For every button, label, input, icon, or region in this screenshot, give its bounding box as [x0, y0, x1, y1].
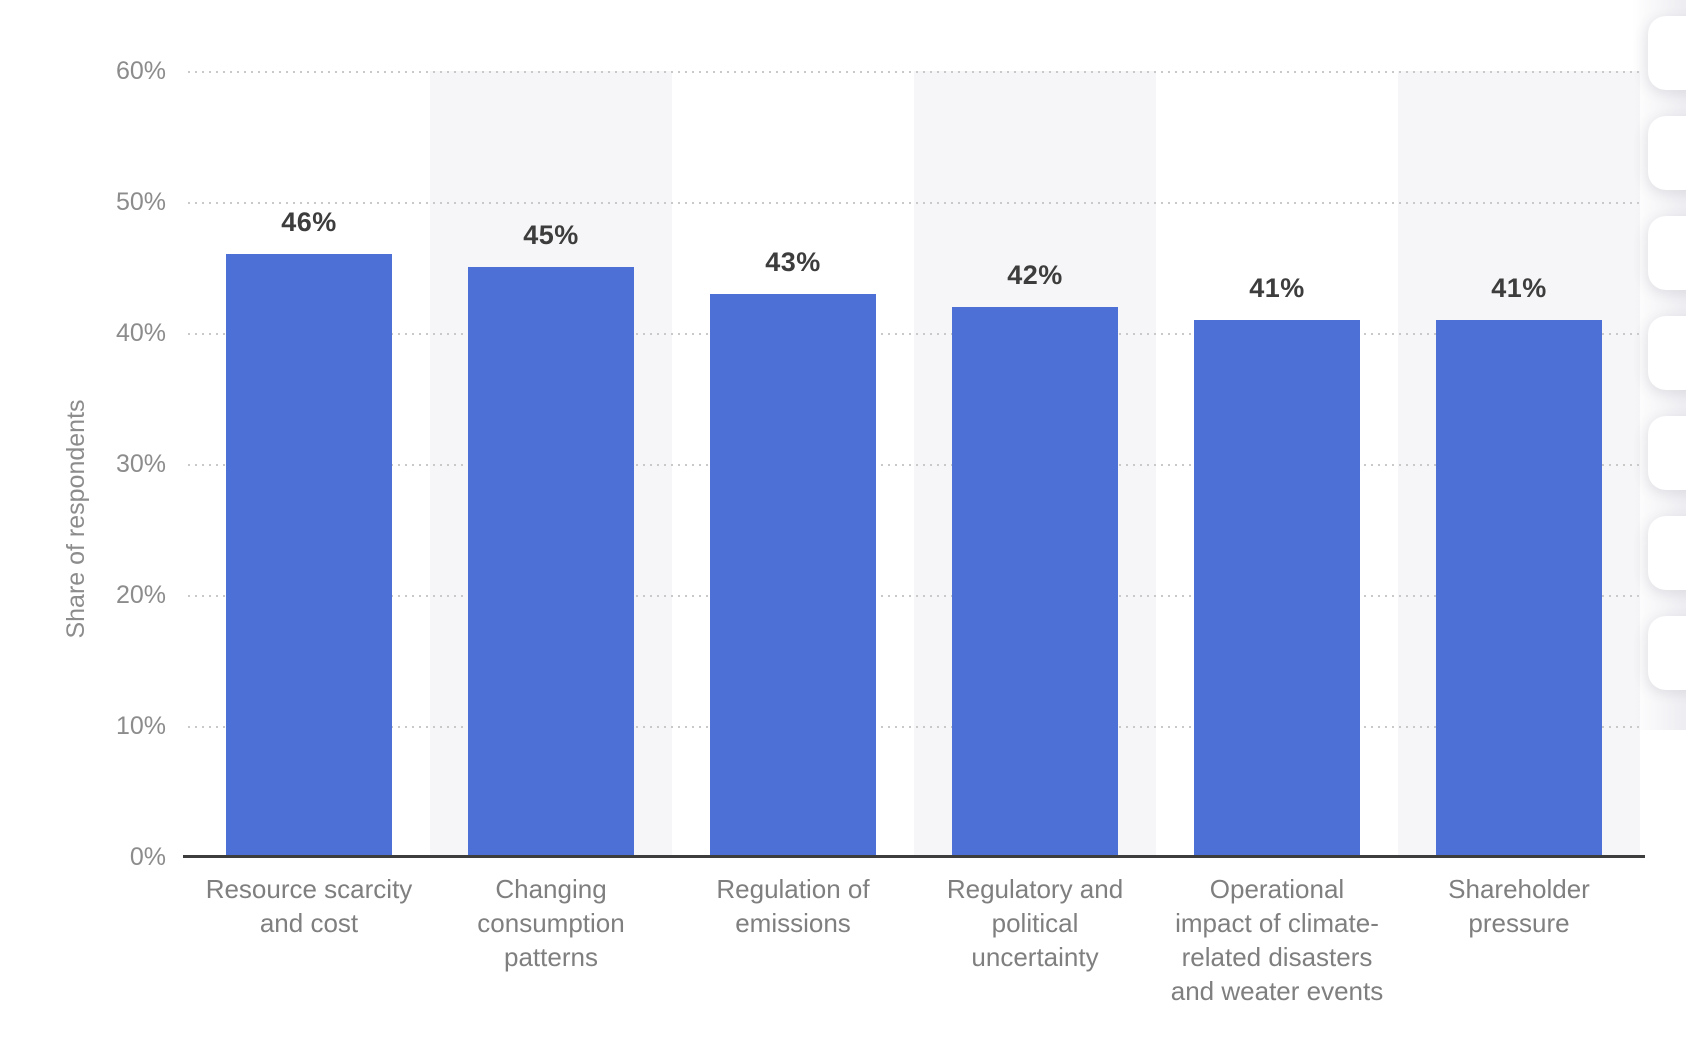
bar-column: 41% — [1398, 71, 1640, 857]
bar[interactable] — [468, 267, 634, 857]
bar-value-label: 41% — [1249, 273, 1305, 303]
x-label-cell: Regulation of emissions — [672, 872, 914, 1008]
bar-column: 41% — [1156, 71, 1398, 857]
edge-button[interactable] — [1648, 116, 1686, 190]
x-label-cell: Changing consumption patterns — [430, 872, 672, 1008]
bar[interactable] — [952, 307, 1118, 857]
x-category-label: Shareholder pressure — [1448, 874, 1590, 938]
bar-column: 46% — [188, 71, 430, 857]
edge-button[interactable] — [1648, 16, 1686, 90]
bar-value-label: 46% — [281, 207, 337, 237]
gridline-40 — [188, 333, 1640, 335]
x-category-label: Resource scarcity and cost — [205, 874, 413, 938]
edge-button[interactable] — [1648, 616, 1686, 690]
y-axis-title: Share of respondents — [62, 399, 90, 639]
gridline-50 — [188, 202, 1640, 204]
x-axis-labels: Resource scarcity and cost Changing cons… — [188, 872, 1640, 1008]
y-tick-10: 10% — [115, 712, 166, 740]
edge-button[interactable] — [1648, 516, 1686, 590]
bar[interactable] — [1436, 320, 1602, 857]
gridline-10 — [188, 726, 1640, 728]
x-label-cell: Regulatory and political uncertainty — [914, 872, 1156, 1008]
bar-value-label: 43% — [765, 247, 821, 277]
x-category-label: Changing consumption patterns — [477, 874, 625, 972]
bar[interactable] — [710, 294, 876, 857]
gridline-20 — [188, 595, 1640, 597]
x-category-label: Regulatory and political uncertainty — [946, 874, 1124, 972]
y-tick-40: 40% — [115, 319, 166, 347]
bar-series: 46% 45% 43% 42% 41% 41% — [188, 71, 1640, 857]
edge-button[interactable] — [1648, 416, 1686, 490]
y-tick-50: 50% — [115, 188, 166, 216]
y-tick-20: 20% — [115, 581, 166, 609]
x-label-cell: Resource scarcity and cost — [188, 872, 430, 1008]
y-tick-30: 30% — [115, 450, 166, 478]
bar-value-label: 41% — [1491, 273, 1547, 303]
bar-column: 45% — [430, 71, 672, 857]
gridline-30 — [188, 464, 1640, 466]
x-category-label: Operational impact of climate-related di… — [1170, 874, 1384, 1006]
bar-value-label: 45% — [523, 220, 579, 250]
gridline-60 — [188, 71, 1640, 73]
x-label-cell: Shareholder pressure — [1398, 872, 1640, 1008]
plot-area: 46% 45% 43% 42% 41% 41% — [188, 71, 1640, 857]
bar[interactable] — [226, 254, 392, 857]
x-category-label: Regulation of emissions — [716, 874, 870, 938]
bar-column: 43% — [672, 71, 914, 857]
bar-column: 42% — [914, 71, 1156, 857]
bar-value-label: 42% — [1007, 260, 1063, 290]
edge-button[interactable] — [1648, 216, 1686, 290]
bar[interactable] — [1194, 320, 1360, 857]
y-tick-60: 60% — [115, 57, 166, 85]
edge-button[interactable] — [1648, 316, 1686, 390]
x-label-cell: Operational impact of climate-related di… — [1156, 872, 1398, 1008]
y-tick-0: 0% — [129, 843, 166, 871]
x-axis-line — [183, 855, 1645, 858]
